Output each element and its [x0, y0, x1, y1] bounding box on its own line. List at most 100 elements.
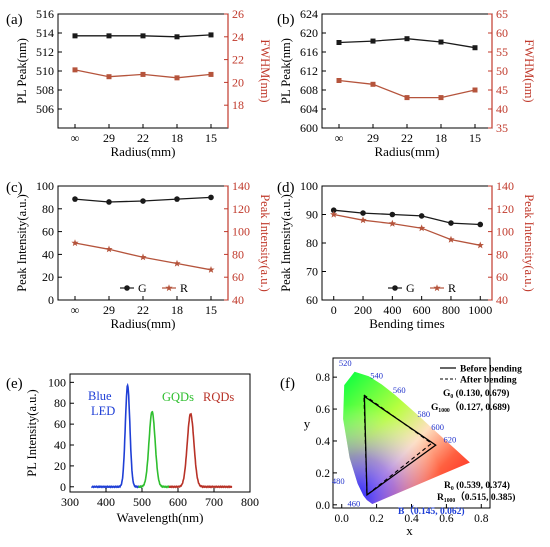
data-point	[388, 219, 396, 227]
y-tick-label: 510	[36, 64, 54, 78]
wavelength-label: 580	[417, 409, 430, 419]
y-right-tick-label: 22	[232, 53, 244, 67]
y-right-tick-label: 26	[232, 7, 244, 21]
wavelength-label: 560	[393, 385, 406, 395]
y-tick-label: 608	[300, 83, 318, 97]
data-point	[173, 259, 181, 267]
x-tick-label: 15	[205, 131, 217, 145]
data-point	[477, 221, 484, 228]
y-tick-label: 514	[36, 26, 54, 40]
y-tick-label: 616	[300, 45, 318, 59]
data-point	[72, 33, 78, 39]
y-tick-label: 70	[306, 265, 318, 279]
y-right-axis-label: Peak Intensity(a.u.)	[522, 194, 536, 292]
y-tick-label: 90	[306, 208, 318, 222]
y-tick-label: 508	[36, 83, 54, 97]
data-point	[330, 207, 337, 214]
panel-label: (a)	[6, 12, 23, 28]
legend-marker	[124, 285, 130, 291]
x-tick-label: 0.6	[439, 513, 454, 525]
x-tick-label: 300	[61, 495, 79, 509]
y-right-tick-label: 24	[232, 30, 244, 44]
data-point	[447, 235, 455, 243]
data-point	[72, 196, 78, 202]
y-right-tick-label: 40	[496, 293, 508, 307]
x-tick-label: 29	[103, 303, 115, 317]
data-point	[72, 67, 78, 73]
y-axis-label: PL Peak(nm)	[279, 38, 293, 104]
legend-label: R	[448, 281, 456, 295]
y-right-tick-label: 20	[232, 75, 244, 89]
wavelength-label: 600	[431, 422, 444, 432]
x-tick-label: 800	[442, 303, 460, 317]
data-point	[330, 210, 338, 218]
x-tick-label: 500	[133, 495, 151, 509]
legend-marker	[165, 284, 173, 292]
panel-c: 0 20 40 60 80 100 40 60 80 100 120 140 ∞ 29 22 18 15 Radi…	[6, 179, 272, 331]
y-tick-label: 516	[36, 7, 54, 21]
legend-label-after: After bending	[460, 376, 517, 386]
y-tick-label: 60	[54, 417, 66, 431]
y-tick-label: 80	[54, 396, 66, 410]
x-tick-label: 0.8	[474, 513, 489, 525]
y-tick-label: 600	[300, 121, 318, 135]
series-line-1	[338, 79, 476, 99]
x-tick-label: 18	[171, 131, 183, 145]
y-right-tick-label: 60	[496, 270, 508, 284]
spectrum-line-2	[168, 412, 233, 489]
y-tick-label: 0.8	[316, 372, 331, 384]
legend-marker	[433, 284, 441, 292]
data-point	[139, 253, 147, 261]
data-point	[174, 75, 180, 81]
panel-label: (e)	[6, 376, 23, 392]
y-right-tick-label: 65	[496, 7, 508, 21]
x-tick-label: ∞	[335, 131, 344, 145]
wavelength-label: 460	[348, 498, 361, 508]
data-point	[389, 211, 396, 218]
y-tick-label: 80	[42, 202, 54, 216]
y-tick-label: 0	[48, 293, 54, 307]
y-tick-label: 40	[54, 438, 66, 452]
y-tick-label: 0.2	[316, 468, 331, 480]
y-right-tick-label: 100	[232, 225, 250, 239]
y-right-tick-label: 40	[496, 102, 508, 116]
y-right-tick-label: 140	[232, 179, 250, 193]
y-tick-label: 80	[306, 236, 318, 250]
x-tick-label: 0.4	[404, 513, 419, 525]
y-right-tick-label: 45	[496, 83, 508, 97]
legend-marker	[392, 285, 398, 291]
plot-frame	[69, 373, 251, 493]
y-right-tick-label: 80	[232, 247, 244, 261]
data-point	[105, 245, 113, 253]
data-point	[140, 71, 146, 77]
y-axis-label: PL Intensity(a.u.)	[25, 389, 39, 476]
series-line-0	[333, 209, 481, 226]
blue-led-label: Blue	[88, 389, 112, 403]
y-tick-label: 512	[36, 45, 54, 59]
data-point	[174, 196, 180, 202]
data-point	[360, 210, 366, 216]
legend-label: G	[406, 281, 415, 295]
data-point	[336, 40, 342, 45]
data-point	[448, 220, 454, 226]
y-right-tick-label: 140	[496, 179, 514, 193]
data-point	[208, 32, 214, 38]
x-tick-label: 22	[137, 131, 149, 145]
y-right-tick-label: 80	[496, 247, 508, 261]
y-axis-label: Peak Intensity(a.u.)	[279, 194, 293, 292]
x-axis-label: Bending times	[369, 316, 444, 331]
y-tick-label: 60	[42, 225, 54, 239]
wavelength-label: 480	[332, 476, 345, 486]
x-axis-label: Radius(mm)	[375, 144, 440, 159]
rqds-label: RQDs	[203, 390, 234, 404]
panel-label: (b)	[277, 12, 295, 28]
cie-gamut-blue	[343, 371, 470, 504]
gqds-label: GQDs	[162, 390, 194, 404]
legend-label: R	[180, 281, 188, 295]
wavelength-label: 520	[339, 358, 352, 368]
y-right-axis-label: FWHM(nm)	[258, 39, 272, 102]
data-point	[370, 38, 376, 44]
data-point	[140, 198, 146, 204]
y-right-tick-label: 18	[232, 98, 244, 112]
x-axis-label: Radius(mm)	[111, 316, 176, 331]
